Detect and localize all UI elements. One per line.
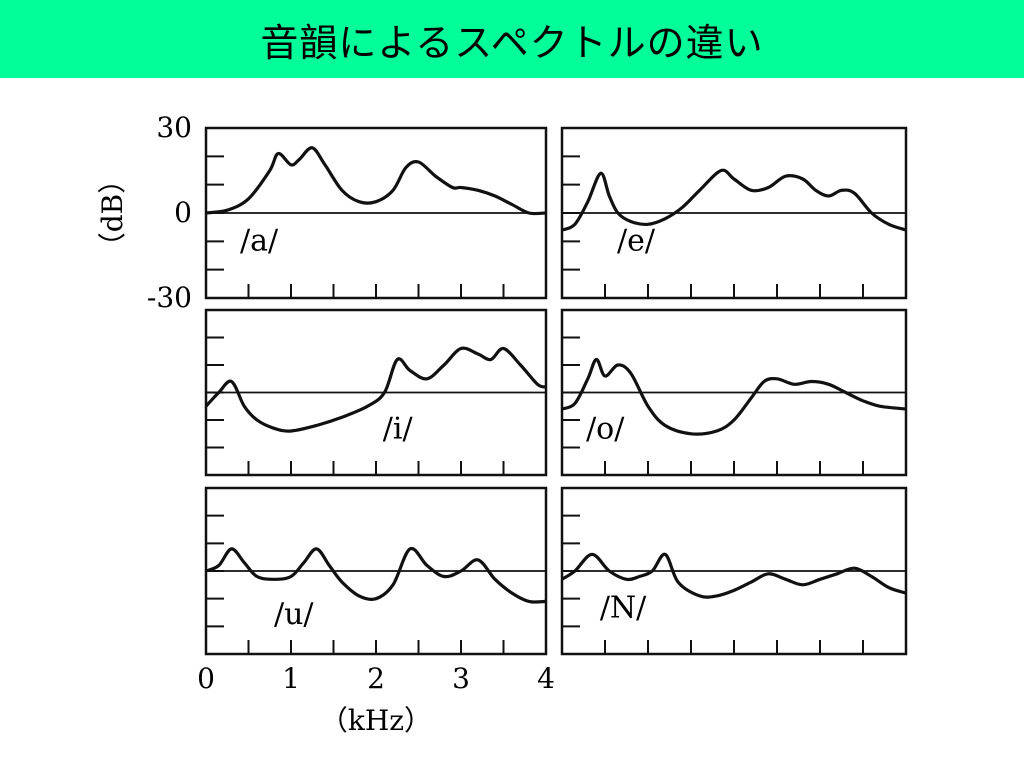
x-tick-label: 4 <box>537 662 555 695</box>
spectrum-curve-3 <box>561 357 907 436</box>
panel-label: /a/ <box>240 223 279 258</box>
y-tick-label: -30 <box>147 281 192 314</box>
x-tick-label: 3 <box>452 662 470 695</box>
spectrum-curve-1 <box>561 168 907 232</box>
y-tick-label: 30 <box>156 111 192 144</box>
y-axis-label: （dB） <box>96 166 129 261</box>
spectrum-figure: /a/ /e/ /i/ /o/ /u/ /N/30 0 -30 （dB） 0 1 2 3 4 （kHz） <box>80 78 950 768</box>
panel-label: /N/ <box>600 590 647 625</box>
x-axis-label: （kHz） <box>320 704 432 737</box>
spectrum-curve-5 <box>561 552 907 599</box>
spectrum-curve-0 <box>205 146 547 216</box>
panel-label: /o/ <box>586 412 625 447</box>
y-tick-label: 0 <box>174 196 192 229</box>
x-tick-label: 1 <box>282 662 300 695</box>
spectrum-curve-4 <box>205 546 547 604</box>
spectrum-curve-2 <box>204 346 547 433</box>
x-tick-label: 2 <box>367 662 385 695</box>
panel-label: /u/ <box>274 597 314 632</box>
panel-label: /i/ <box>383 412 414 447</box>
title-bar: 音韻によるスペクトルの違い <box>0 0 1024 78</box>
slide-title: 音韻によるスペクトルの違い <box>260 20 764 65</box>
spectrum-chart: /a/ /e/ /i/ /o/ /u/ /N/30 0 -30 （dB） 0 1 2 3 4 （kHz） <box>96 111 908 737</box>
panel-label: /e/ <box>617 223 656 258</box>
x-tick-label: 0 <box>197 662 215 695</box>
